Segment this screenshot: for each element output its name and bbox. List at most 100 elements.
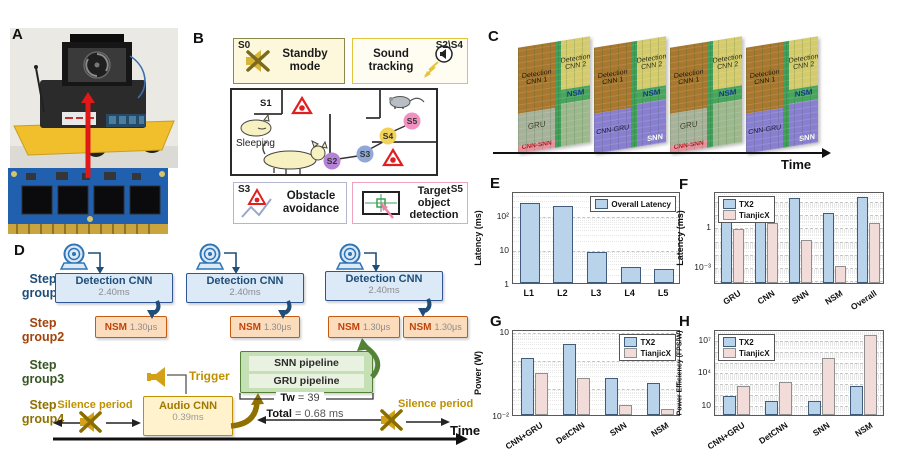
detection-cnn-latency: 2.40ms	[229, 287, 261, 298]
legend-label: TX2	[739, 199, 754, 209]
x-category-label: L2	[557, 288, 568, 298]
gridline	[513, 334, 679, 336]
gridline	[513, 230, 679, 232]
gridline	[513, 369, 679, 371]
x-category-label: L3	[590, 288, 602, 298]
legend: Overall Latency	[590, 196, 676, 212]
x-category-label: L1	[523, 288, 535, 298]
arena-map-drawing: S1 Sleeping	[236, 90, 436, 174]
panel-label-e: E	[490, 175, 501, 192]
legend-swatch	[595, 199, 609, 209]
detection-cnn-latency: 2.40ms	[98, 287, 130, 298]
gridline	[715, 407, 883, 409]
x-category-label: SNN	[607, 420, 629, 439]
gridline	[715, 357, 883, 359]
bar-f-SNN-TX2	[788, 197, 800, 283]
chart-f-latency-compare: TX2 TianjicX 1 10⁻³ GRU CNN SNN NSM Overall Laten…	[675, 192, 884, 312]
bar-g-DetCNN-TianjicX	[576, 378, 590, 415]
gridline	[513, 227, 679, 229]
legend-swatch	[624, 348, 638, 358]
legend-entry: TianjicX	[723, 210, 770, 220]
nsm-title: NSM	[238, 321, 262, 333]
legend: TX2 TianjicX	[718, 196, 775, 223]
bar-f-CNN-TianjicX	[766, 222, 778, 283]
y-tick-label: 10	[499, 244, 509, 255]
nsm-box-4: NSM 1.30μs	[403, 316, 468, 338]
gridline	[513, 400, 679, 402]
gridline	[513, 341, 679, 343]
node-label-s4: S4	[383, 131, 394, 141]
gridline	[715, 398, 883, 400]
y-tick-label: 10⁷	[698, 334, 711, 345]
trigger-label: Trigger	[189, 369, 230, 383]
room-tag-s1: S1	[260, 98, 272, 109]
step-group-4-label: Step group4	[21, 398, 65, 426]
gridline	[513, 224, 679, 226]
detection-cnn-title: Detection CNN	[75, 275, 153, 287]
bar-h-CNN+GRU-TX2	[722, 395, 736, 415]
chip-region-br	[713, 98, 742, 147]
gridline	[715, 333, 883, 335]
gridline	[513, 352, 679, 354]
audio-cnn-title: Audio CNN	[158, 400, 218, 412]
y-axis-label: Latency (ms)	[675, 210, 685, 266]
gridline	[715, 359, 883, 361]
state-tag-s2s4: S2\S4	[435, 40, 463, 51]
state-tag-s5: S5	[450, 184, 463, 195]
obstacle-avoidance-box: S3 Obstacle avoidance	[233, 182, 347, 224]
bar-g-CNN+GRU-TX2	[520, 358, 534, 415]
x-category-label: NSM	[649, 420, 671, 439]
bar-h-NSM-TianjicX	[864, 334, 878, 415]
detection-cnn-box-1: Detection CNN 2.40ms	[55, 273, 173, 303]
gridline	[715, 362, 883, 364]
node-label-s5: S5	[407, 116, 418, 126]
chip-region-det2: Detection CNN 2	[789, 36, 818, 90]
gridline	[715, 413, 883, 415]
gridline	[715, 341, 883, 343]
panel-label-d: D	[14, 242, 25, 259]
gridline	[513, 337, 679, 339]
gridline	[513, 390, 679, 392]
gridline	[715, 332, 883, 334]
gridline	[715, 373, 883, 375]
chip-4: Detection CNN 1 Detection CNN 2 NSM SNN CNN-…	[746, 36, 818, 154]
bar-f-GRU-TX2	[720, 215, 732, 283]
gridline	[715, 194, 883, 196]
legend-label: Overall Latency	[611, 199, 671, 209]
tw-annotation: Tw = 39	[276, 392, 324, 404]
gridline	[715, 406, 883, 408]
legend-entry: TX2	[723, 337, 770, 347]
gridline	[513, 375, 679, 377]
mute-speaker-icon	[79, 411, 102, 433]
gridline	[715, 411, 883, 413]
sound-source-icon	[424, 45, 453, 78]
gridline	[715, 386, 883, 388]
panel-d-artwork	[53, 243, 468, 445]
gridline	[715, 345, 883, 347]
gridline	[715, 396, 883, 398]
gridline	[715, 384, 883, 386]
y-axis-label: Power Efficiency (FPS/W)	[676, 330, 684, 416]
gridline	[715, 384, 883, 386]
mouse-icon	[389, 96, 425, 109]
chip-region-det2: Detection CNN 2	[637, 36, 666, 90]
gridline	[513, 397, 679, 399]
gridline	[715, 370, 883, 372]
nsm-latency: 1.30μs	[363, 322, 391, 332]
gridline	[715, 346, 883, 348]
detection-cnn-title: Detection CNN	[345, 273, 423, 285]
gridline	[715, 352, 883, 354]
step-group-1-label: Step group1	[21, 272, 65, 300]
chip-region-br: SNN	[789, 98, 818, 147]
nsm-latency: 1.30μs	[264, 322, 292, 332]
target-detection-label: Target object detection	[409, 184, 459, 222]
pcb-illustration	[8, 168, 168, 234]
nsm-latency: 1.30μs	[434, 322, 462, 332]
panel-label-c: C	[488, 28, 499, 45]
chart-e-latency-overall: Overall Latency 1 10 10² L1 L2 L3 L4 L5 Latency (…	[473, 192, 680, 298]
nsm-latency: 1.30μs	[130, 322, 158, 332]
bar-e-L5-Overall Latency	[654, 268, 675, 283]
chart-plot-e: Overall Latency	[512, 192, 680, 284]
chart-h-power-efficiency: TX2 TianjicX 10 10⁴ 10⁷ CNN+GRU DetCNN SNN NSM Po…	[677, 330, 884, 451]
bar-h-NSM-TX2	[850, 386, 864, 415]
